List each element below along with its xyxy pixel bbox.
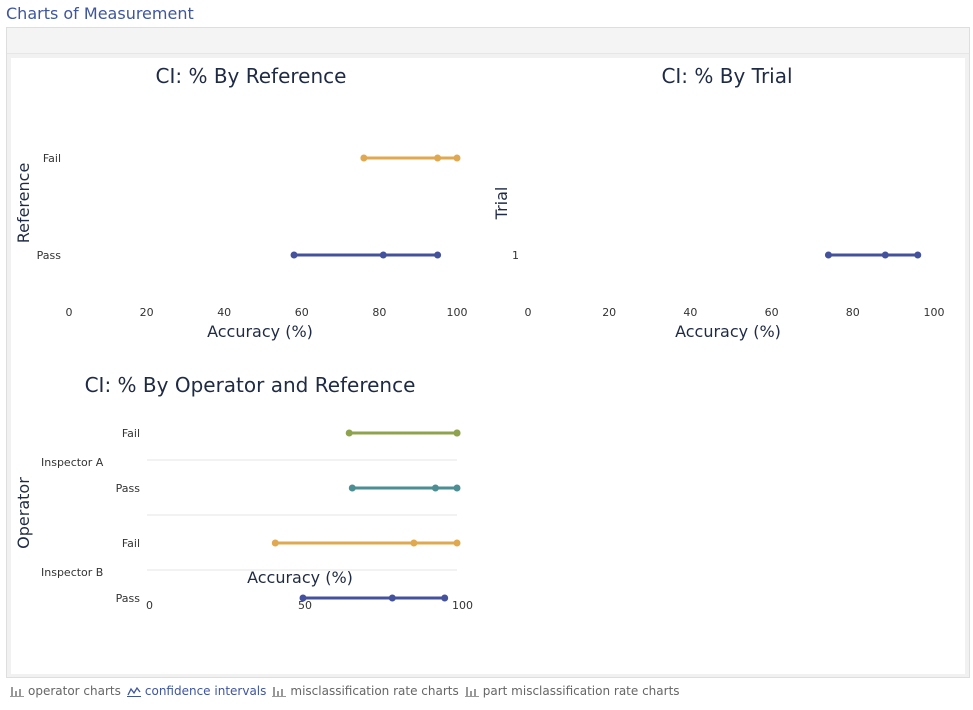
group-label: Inspector B bbox=[41, 566, 103, 579]
ci-upper-point[interactable] bbox=[434, 251, 442, 259]
ci-estimate-point[interactable] bbox=[410, 539, 418, 547]
ci-lower-point[interactable] bbox=[348, 484, 356, 492]
footer-link-misclassification-rate-charts[interactable]: misclassification rate charts bbox=[272, 684, 459, 698]
charts-canvas: CI: % By Reference Reference Fail Pass 0… bbox=[14, 64, 945, 612]
y-axis-title: Operator bbox=[14, 477, 33, 549]
x-axis-title: Accuracy (%) bbox=[207, 322, 313, 341]
chart-title: CI: % By Reference bbox=[156, 64, 347, 88]
ci-upper-point[interactable] bbox=[914, 251, 922, 259]
footer-link-confidence-intervals[interactable]: confidence intervals bbox=[126, 684, 267, 698]
ci-lower-point[interactable] bbox=[360, 154, 368, 162]
ci-upper-point[interactable] bbox=[453, 429, 461, 437]
bar-chart-icon bbox=[464, 687, 479, 697]
ci-upper-point[interactable] bbox=[453, 539, 461, 547]
x-tick-label: 40 bbox=[217, 306, 231, 319]
charts-content: CI: % By Reference Reference Fail Pass 0… bbox=[11, 58, 965, 674]
category-label: Fail bbox=[122, 427, 140, 440]
ci-chart-icon bbox=[126, 686, 141, 697]
ci-estimate-point[interactable] bbox=[379, 251, 387, 259]
footer-link-label: part misclassification rate charts bbox=[482, 684, 680, 698]
x-axis-title: Accuracy (%) bbox=[675, 322, 781, 341]
x-tick-label: 0 bbox=[525, 306, 532, 319]
category-label: Pass bbox=[116, 482, 141, 495]
ci-estimate-point[interactable] bbox=[388, 594, 396, 602]
page-title: Charts of Measurement bbox=[6, 4, 194, 23]
x-tick-label: 60 bbox=[295, 306, 309, 319]
bar-chart-icon bbox=[272, 687, 287, 697]
group-label: Inspector A bbox=[41, 456, 104, 469]
chart-ci-by-reference: CI: % By Reference Reference Fail Pass 0… bbox=[14, 64, 468, 341]
chart-title: CI: % By Operator and Reference bbox=[85, 373, 416, 397]
chart-navigation: operator charts confidence intervals miscl… bbox=[10, 684, 686, 700]
x-tick-label: 100 bbox=[447, 306, 468, 319]
ci-upper-point[interactable] bbox=[453, 484, 461, 492]
x-axis-title: Accuracy (%) bbox=[247, 568, 353, 587]
ci-lower-point[interactable] bbox=[824, 251, 832, 259]
x-tick-label: 80 bbox=[372, 306, 386, 319]
category-label: 1 bbox=[512, 249, 519, 262]
x-tick-label: 100 bbox=[452, 599, 473, 612]
chart-ci-by-operator-and-reference: CI: % By Operator and Reference Operator… bbox=[14, 373, 473, 612]
footer-link-label: operator charts bbox=[28, 684, 121, 698]
x-tick-label: 80 bbox=[846, 306, 860, 319]
footer-link-label: misclassification rate charts bbox=[290, 684, 459, 698]
ci-lower-point[interactable] bbox=[271, 539, 279, 547]
x-tick-label: 100 bbox=[924, 306, 945, 319]
ci-upper-point[interactable] bbox=[453, 154, 461, 162]
ci-lower-point[interactable] bbox=[345, 429, 353, 437]
category-label: Pass bbox=[116, 592, 141, 605]
x-tick-label: 50 bbox=[298, 599, 312, 612]
category-label: Fail bbox=[43, 152, 61, 165]
ci-upper-point[interactable] bbox=[441, 594, 449, 602]
x-tick-label: 20 bbox=[602, 306, 616, 319]
ci-estimate-point[interactable] bbox=[881, 251, 889, 259]
x-tick-label: 40 bbox=[683, 306, 697, 319]
footer-link-part-misclassification-rate-charts[interactable]: part misclassification rate charts bbox=[464, 684, 680, 698]
ci-estimate-point[interactable] bbox=[434, 154, 442, 162]
category-label: Fail bbox=[122, 537, 140, 550]
x-tick-label: 0 bbox=[146, 599, 153, 612]
ci-lower-point[interactable] bbox=[299, 594, 307, 602]
x-tick-label: 60 bbox=[765, 306, 779, 319]
category-label: Pass bbox=[37, 249, 62, 262]
chart-ci-by-trial: CI: % By Trial Trial 1 0 20 40 60 80 100 Accu… bbox=[492, 64, 945, 341]
ci-estimate-point[interactable] bbox=[431, 484, 439, 492]
ci-lower-point[interactable] bbox=[290, 251, 298, 259]
x-tick-label: 0 bbox=[66, 306, 73, 319]
y-axis-title: Reference bbox=[14, 163, 33, 244]
x-tick-label: 20 bbox=[140, 306, 154, 319]
footer-link-label: confidence intervals bbox=[144, 684, 267, 698]
footer-link-operator-charts[interactable]: operator charts bbox=[10, 684, 121, 698]
bar-chart-icon bbox=[10, 687, 24, 697]
y-axis-title: Trial bbox=[492, 187, 511, 221]
panel-toolbar bbox=[7, 28, 969, 54]
charts-panel: CI: % By Reference Reference Fail Pass 0… bbox=[6, 27, 970, 678]
chart-title: CI: % By Trial bbox=[661, 64, 792, 88]
